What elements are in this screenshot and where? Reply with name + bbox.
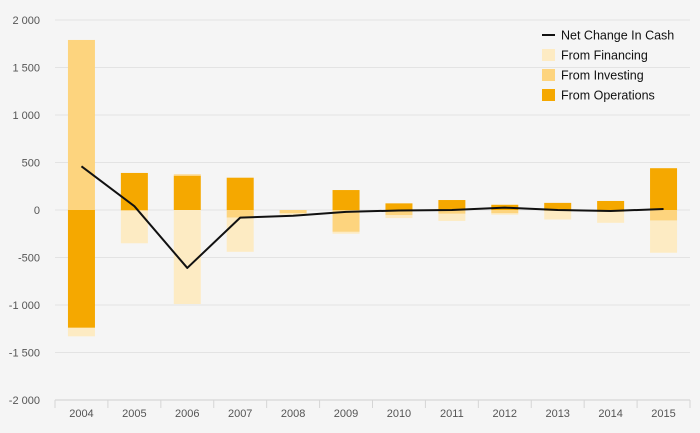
legend-label-from-investing[interactable]: From Investing [561,69,644,83]
bar-from-operations-2006 [173,175,201,210]
x-tick-label: 2013 [545,408,569,420]
net-change-line-layer [80,165,664,269]
y-tick-label: 2 000 [12,15,40,27]
bar-from-financing-2013 [544,210,572,220]
bar-from-operations-2013 [544,202,572,210]
x-tick-label: 2004 [69,408,93,420]
x-tick-label: 2006 [175,408,199,420]
bar-from-investing-2006 [173,174,201,176]
y-tick-label: -2 000 [9,395,40,407]
x-tick-label: 2010 [387,408,411,420]
bar-from-operations-2015 [650,168,678,210]
net-change-in-cash-line [80,165,664,269]
bar-from-investing-2015 [650,210,678,221]
x-tick-label: 2015 [651,408,675,420]
x-tick-label: 2007 [228,408,252,420]
legend-swatch-from-operations [542,89,555,101]
legend-label-from-operations[interactable]: From Operations [561,89,655,103]
bar-from-financing-2012 [491,213,519,215]
legend-swatch-from-financing [542,49,555,61]
bar-from-operations-2007 [226,177,254,210]
x-tick-label: 2008 [281,408,305,420]
x-tick-label: 2005 [122,408,146,420]
legend-label-from-financing[interactable]: From Financing [561,49,648,63]
y-tick-label: 1 500 [12,63,40,75]
x-tick-label: 2009 [334,408,358,420]
legend-label-net-change-in-cash[interactable]: Net Change In Cash [561,29,674,43]
bar-from-financing-2011 [438,213,466,221]
x-tick-label: 2011 [440,408,464,420]
bar-from-financing-2008 [279,213,307,215]
bar-from-financing-2007 [226,217,254,252]
bar-from-financing-2004 [67,327,95,337]
bar-from-investing-2010 [385,210,413,216]
bar-from-financing-2009 [332,231,360,234]
bar-from-investing-2009 [332,210,360,232]
bar-from-investing-2011 [438,210,466,214]
x-tick-label: 2012 [493,408,517,420]
bar-from-investing-2008 [279,210,307,214]
bar-from-financing-2015 [650,220,678,253]
bar-from-investing-2005 [120,210,148,211]
bar-from-financing-2010 [385,215,413,219]
legend: Net Change In Cash From Financing From Inv… [542,29,674,103]
bar-from-investing-2007 [226,210,254,218]
bar-from-operations-2010 [385,203,413,210]
y-tick-label: 1 000 [12,110,40,122]
bar-from-investing-2012 [491,210,519,214]
y-tick-label: 0 [34,205,40,217]
bar-from-investing-2004 [67,39,95,211]
bar-from-operations-2004 [67,210,95,328]
bars-layer [67,39,678,337]
bar-from-operations-2005 [120,172,148,210]
bar-from-operations-2011 [438,200,466,210]
bar-from-operations-2009 [332,190,360,210]
y-tick-label: -500 [18,253,40,265]
y-tick-label: -1 000 [9,300,40,312]
axis-layer: 2 000 1 500 1 000 500 0 -500 -1 000 -1 500 -2 00… [9,15,691,420]
x-tick-label: 2014 [598,408,622,420]
legend-swatch-from-investing [542,69,555,81]
y-tick-label: -1 500 [9,348,40,360]
y-tick-label: 500 [22,158,40,170]
bar-from-operations-2014 [597,200,625,210]
bar-from-financing-2014 [597,211,625,223]
